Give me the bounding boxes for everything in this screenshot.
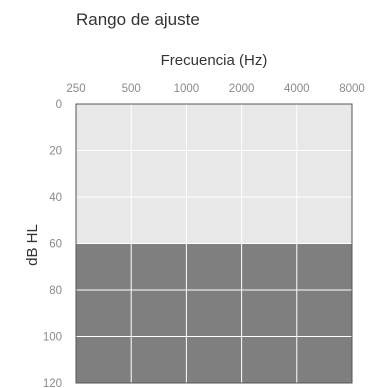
x-tick-label: 250 [66,83,85,95]
y-tick-label: 40 [49,192,62,204]
chart-title: Rango de ajuste [76,10,200,29]
y-tick-label: 100 [43,332,62,344]
x-tick-label: 8000 [339,83,365,95]
fitting-range-area [76,244,352,384]
y-tick-label: 60 [49,239,62,251]
x-axis-label: Frecuencia (Hz) [161,52,268,69]
y-tick-label: 80 [49,285,62,297]
plot-area [76,104,352,383]
y-axis-label: dB HL [24,224,41,266]
y-tick-label: 0 [56,99,62,111]
y-tick-label: 120 [43,378,62,388]
x-tick-label: 4000 [284,83,310,95]
x-tick-label: 1000 [174,83,200,95]
y-tick-label: 20 [49,146,62,158]
x-tick-label: 500 [122,83,141,95]
x-tick-label: 2000 [229,83,255,95]
